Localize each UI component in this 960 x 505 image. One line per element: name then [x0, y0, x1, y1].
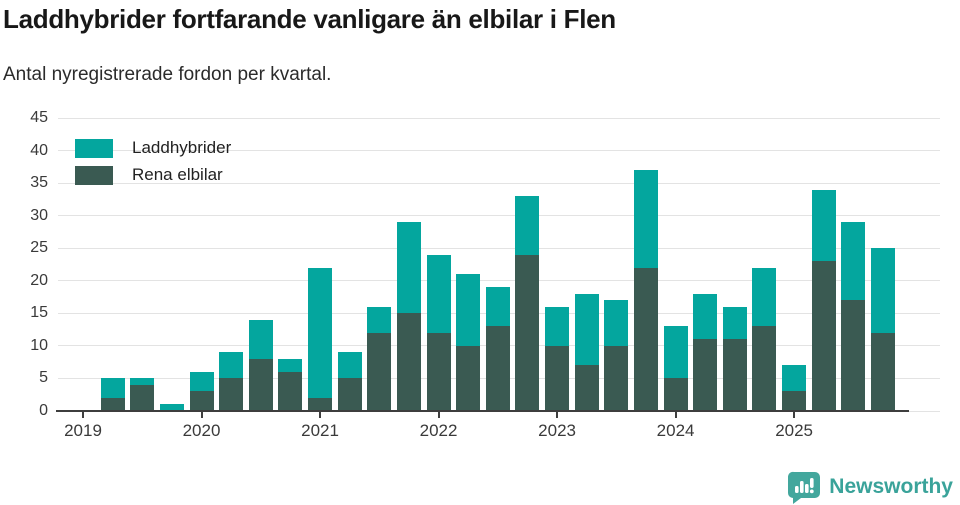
- legend-label: Laddhybrider: [132, 138, 232, 157]
- y-gridline: [58, 150, 940, 152]
- legend-item-laddhybrider: Laddhybrider: [75, 138, 231, 158]
- bar-segment-laddhybrider: [633, 170, 658, 268]
- bar-segment-laddhybrider: [278, 358, 303, 372]
- x-axis-tick-label: 2024: [656, 421, 695, 440]
- bar-segment-rena-elbilar: [811, 261, 836, 411]
- y-axis-tick-label: 25: [30, 239, 48, 257]
- bar-segment-laddhybrider: [811, 189, 836, 262]
- bar-segment-laddhybrider: [248, 319, 273, 359]
- bar-segment-rena-elbilar: [426, 332, 451, 411]
- x-axis-tick-label: 2021: [301, 421, 339, 440]
- legend-swatch-rena-elbilar: [75, 165, 113, 185]
- bar-segment-rena-elbilar: [456, 345, 481, 411]
- x-axis-tick-label: 2023: [538, 421, 576, 440]
- y-axis-tick-label: 20: [30, 271, 48, 289]
- bar-segment-rena-elbilar: [545, 345, 570, 411]
- bar-segment-laddhybrider: [574, 293, 599, 366]
- bar-segment-laddhybrider: [456, 274, 481, 346]
- bar-segment-rena-elbilar: [396, 313, 421, 411]
- bar-segment-rena-elbilar: [100, 397, 125, 411]
- bar-segment-laddhybrider: [130, 378, 155, 385]
- bar-segment-laddhybrider: [159, 404, 184, 411]
- bar-segment-rena-elbilar: [693, 339, 718, 411]
- bar-segment-laddhybrider: [219, 352, 244, 379]
- y-axis-tick-label: 30: [30, 206, 48, 224]
- legend-swatch-laddhybrider: [75, 138, 113, 158]
- y-axis-tick-label: 0: [39, 402, 48, 419]
- bar-segment-laddhybrider: [189, 371, 214, 392]
- x-axis-tick-label: 2019: [64, 421, 102, 440]
- bar-segment-rena-elbilar: [485, 326, 510, 411]
- chart-legend: Laddhybrider Rena elbilar: [75, 138, 231, 192]
- x-axis-tick: [200, 412, 203, 418]
- y-axis-tick-label: 10: [30, 336, 48, 354]
- bar-segment-laddhybrider: [426, 254, 451, 333]
- x-axis-tick: [82, 412, 84, 418]
- newsworthy-speech-bubble-bar-chart-icon: [788, 471, 821, 504]
- bar-segment-rena-elbilar: [337, 378, 362, 411]
- bar-segment-laddhybrider: [515, 196, 540, 255]
- bar-segment-rena-elbilar: [515, 254, 540, 411]
- x-axis-tick-label: 2020: [182, 421, 221, 440]
- bar-segment-rena-elbilar: [308, 397, 333, 411]
- bar-segment-laddhybrider: [693, 293, 718, 340]
- y-gridline: [58, 215, 940, 217]
- x-axis-tick: [319, 412, 322, 418]
- bar-segment-rena-elbilar: [752, 326, 777, 411]
- y-axis-tick-label: 15: [30, 304, 48, 322]
- x-axis-tick: [793, 412, 796, 418]
- bar-segment-rena-elbilar: [633, 267, 658, 411]
- y-gridline: [58, 247, 940, 249]
- y-gridline: [58, 280, 940, 282]
- bar-segment-rena-elbilar: [663, 378, 688, 411]
- y-axis-tick-label: 45: [30, 109, 48, 126]
- page-subtitle: Antal nyregistrerade fordon per kvartal.: [3, 64, 332, 85]
- y-axis-tick-label: 40: [30, 141, 48, 159]
- y-axis-tick-label: 35: [30, 174, 48, 192]
- bar-segment-laddhybrider: [841, 222, 866, 301]
- bar-segment-laddhybrider: [545, 306, 570, 346]
- bar-segment-laddhybrider: [722, 306, 747, 340]
- bar-segment-rena-elbilar: [189, 391, 214, 411]
- bar-segment-rena-elbilar: [248, 358, 273, 411]
- x-axis-tick: [556, 412, 559, 418]
- bar-segment-laddhybrider: [782, 365, 807, 392]
- y-gridline: [58, 182, 940, 184]
- x-axis-tick-label: 2022: [419, 421, 458, 440]
- newsworthy-logo: Newsworthy: [787, 470, 953, 504]
- y-axis-tick-label: 5: [39, 369, 48, 387]
- bar-segment-rena-elbilar: [782, 391, 807, 411]
- legend-item-rena-elbilar: Rena elbilar: [75, 165, 231, 185]
- x-axis-line: [56, 410, 909, 412]
- bar-segment-rena-elbilar: [722, 339, 747, 411]
- legend-label: Rena elbilar: [132, 165, 223, 184]
- bar-segment-laddhybrider: [367, 306, 392, 333]
- bar-segment-rena-elbilar: [841, 300, 866, 411]
- bar-segment-laddhybrider: [100, 378, 125, 398]
- y-gridline: [58, 117, 940, 119]
- bar-segment-rena-elbilar: [604, 345, 629, 411]
- x-axis-tick: [674, 412, 677, 418]
- bar-segment-laddhybrider: [396, 222, 421, 314]
- bar-segment-rena-elbilar: [367, 332, 392, 411]
- bar-segment-laddhybrider: [752, 267, 777, 327]
- bar-segment-rena-elbilar: [219, 378, 244, 411]
- bar-segment-rena-elbilar: [871, 332, 895, 411]
- brand-name: Newsworthy: [829, 475, 953, 498]
- bar-segment-rena-elbilar: [130, 384, 155, 411]
- bar-segment-laddhybrider: [485, 287, 510, 327]
- bar-segment-laddhybrider: [871, 248, 895, 333]
- x-axis-tick-label: 2025: [775, 421, 814, 440]
- bar-segment-rena-elbilar: [574, 365, 599, 411]
- bar-segment-laddhybrider: [663, 326, 688, 379]
- bar-segment-laddhybrider: [337, 352, 362, 379]
- x-axis-tick: [437, 412, 440, 418]
- bar-segment-laddhybrider: [308, 267, 333, 398]
- page-title: Laddhybrider fortfarande vanligare än el…: [3, 4, 616, 34]
- bar-segment-laddhybrider: [604, 300, 629, 346]
- bar-segment-rena-elbilar: [278, 371, 303, 411]
